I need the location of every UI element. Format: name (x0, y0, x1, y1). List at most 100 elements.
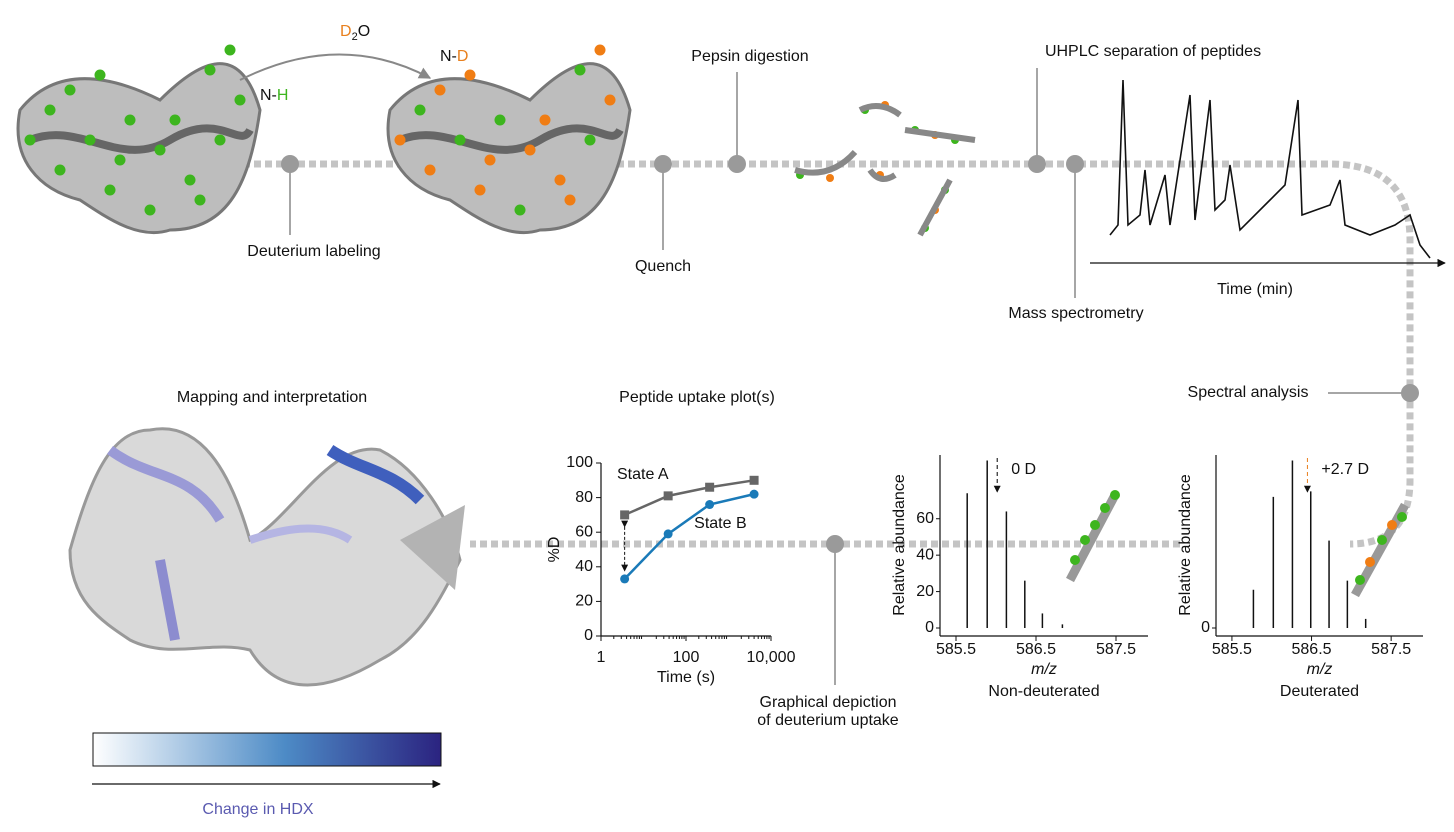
step-label: Pepsin digestion (691, 48, 808, 65)
step-node (1066, 155, 1084, 173)
dot (124, 114, 136, 126)
dot (514, 204, 526, 216)
dot (234, 94, 246, 106)
step-node (826, 535, 844, 553)
chromatogram (1109, 79, 1431, 259)
axes (939, 455, 1148, 637)
dot (554, 174, 566, 186)
y-tick-label: 0 (1201, 619, 1210, 636)
dot (204, 64, 216, 76)
y-tick-label: 40 (916, 546, 934, 563)
point (620, 510, 630, 520)
dot (1365, 557, 1375, 567)
y-tick-label: 20 (575, 593, 593, 610)
x-axis-label: m/z (1031, 661, 1057, 678)
step-node (654, 155, 672, 173)
step-node (1028, 155, 1046, 173)
protein-labeled (386, 62, 632, 235)
dot (434, 84, 446, 96)
uptake-plot: 0 20 40 60 80 100 1 100 10,000 %D Time (s) State A S… (546, 454, 795, 686)
step-label: Mass spectrometry (1008, 305, 1143, 322)
dot (564, 194, 576, 206)
section-title: Peptide uptake plot(s) (619, 389, 775, 406)
dot (1080, 535, 1090, 545)
y-tick-label: 60 (916, 510, 934, 527)
dot (144, 204, 156, 216)
dot (44, 104, 56, 116)
point (663, 491, 673, 501)
x-tick-label: 1 (597, 649, 606, 666)
dot (169, 114, 181, 126)
series-label: State A (617, 466, 669, 483)
y-tick-label: 20 (916, 583, 934, 600)
dot (539, 114, 551, 126)
y-tick-label: 40 (575, 558, 593, 575)
point (620, 574, 630, 584)
y-axis-label: %D (546, 537, 563, 563)
series-line (623, 492, 755, 580)
dot (94, 69, 106, 81)
point (749, 475, 759, 485)
reagent: D2O (340, 23, 370, 43)
dot (826, 174, 834, 182)
step-node (1401, 384, 1419, 402)
dot (454, 134, 466, 146)
y-axis-label: Relative abundance (1177, 474, 1194, 616)
x-tick-label: 100 (673, 649, 700, 666)
dot (214, 134, 226, 146)
dot (594, 44, 606, 56)
dot (1110, 490, 1120, 500)
step-label: Quench (635, 258, 691, 275)
dot (1100, 503, 1110, 513)
dot (464, 69, 476, 81)
y-tick-label: 100 (566, 454, 593, 471)
colorbar (92, 732, 442, 767)
x-tick-label: 585.5 (936, 641, 976, 658)
y-axis-label: Relative abundance (891, 474, 908, 616)
dot (484, 154, 496, 166)
dot (114, 154, 126, 166)
annotation: +2.7 D (1321, 461, 1369, 478)
x-tick-label: 587.5 (1371, 641, 1411, 658)
dot (184, 174, 196, 186)
dot (394, 134, 406, 146)
x-axis-label: Time (s) (657, 669, 715, 686)
helix-dots (1070, 490, 1407, 585)
section-title: Mapping and interpretation (177, 389, 367, 406)
dot (574, 64, 586, 76)
step-label: Spectral analysis (1188, 384, 1309, 401)
axes (1215, 455, 1423, 637)
dot (224, 44, 236, 56)
dot (1377, 535, 1387, 545)
dot (524, 144, 536, 156)
caption: of deuterium uptake (757, 712, 899, 729)
dot (54, 164, 66, 176)
point (705, 482, 715, 492)
colorbar-label: Change in HDX (202, 801, 314, 818)
step-node (281, 155, 299, 173)
point (663, 529, 673, 539)
y-tick-label: 80 (575, 489, 593, 506)
dot (414, 104, 426, 116)
dot (1355, 575, 1365, 585)
y-tick-label: 0 (584, 627, 593, 644)
x-tick-label: 586.5 (1292, 641, 1332, 658)
dot (424, 164, 436, 176)
peptides (794, 103, 976, 237)
bond-label: N-H (260, 87, 288, 104)
series-label: State B (694, 515, 746, 532)
dot (1090, 520, 1100, 530)
pipeline (100, 160, 1414, 548)
caption: Graphical depiction (760, 694, 897, 711)
annotation: 0 D (1011, 461, 1036, 478)
y-tick-label: 0 (925, 619, 934, 636)
spectrum-title: Non-deuterated (988, 683, 1099, 700)
spectrum-title: Deuterated (1280, 683, 1359, 700)
series-line (624, 479, 755, 517)
dot (1397, 512, 1407, 522)
dot (494, 114, 506, 126)
dot (84, 134, 96, 146)
dot (1387, 520, 1397, 530)
x-tick-label: 586.5 (1016, 641, 1056, 658)
